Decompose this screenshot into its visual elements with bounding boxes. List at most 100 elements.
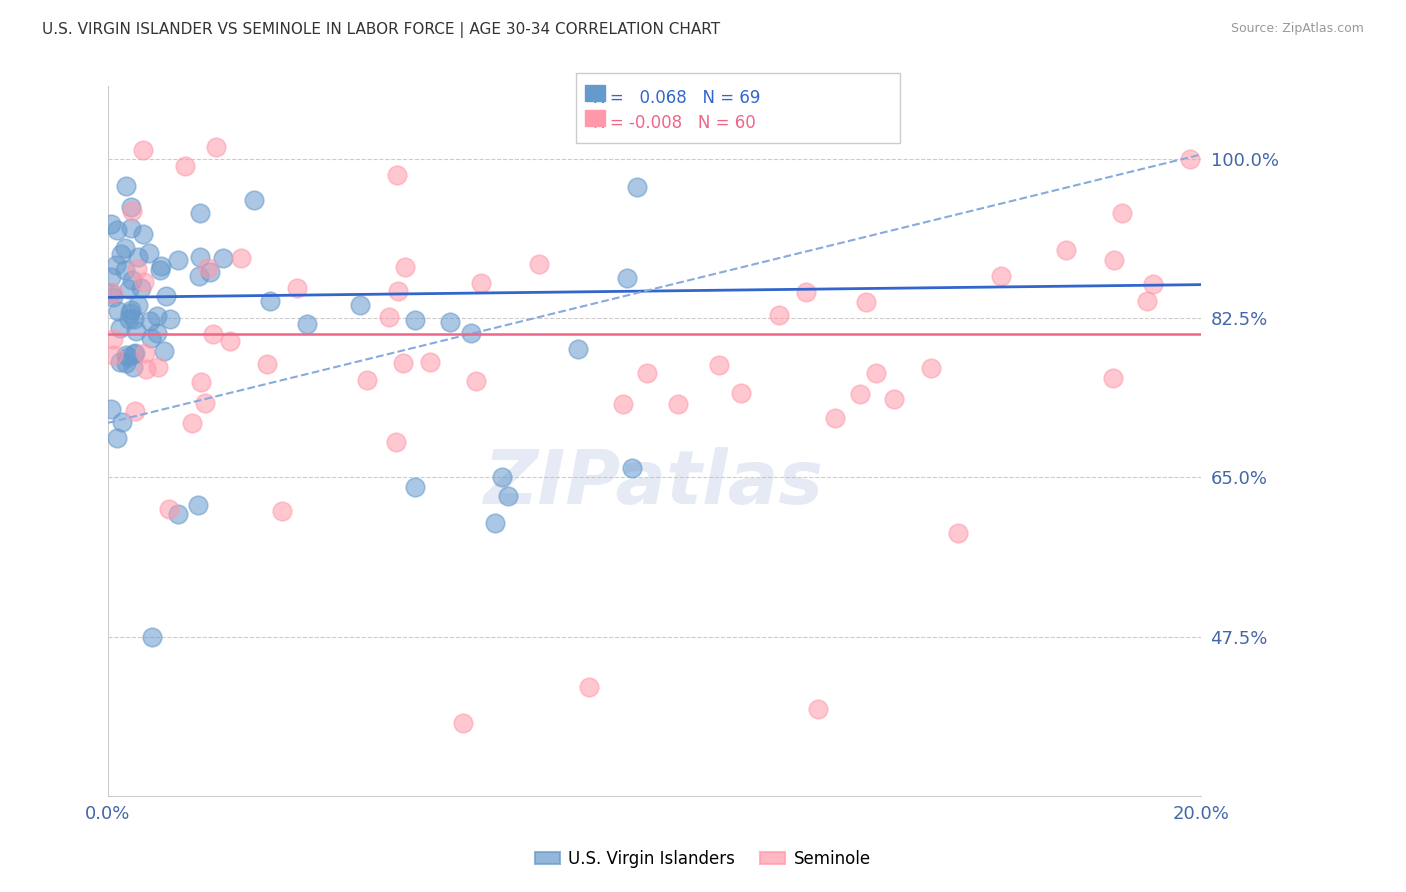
Point [394,260,416,275]
Point [219,334,242,348]
Point [295,318,318,332]
Point [135,361,157,376]
Point [111,415,134,429]
Point [188,205,211,219]
Point [149,263,172,277]
Point [666,397,689,411]
Point [134,345,156,359]
Point [768,308,790,322]
Point [439,315,461,329]
Point [117,351,139,365]
Point [197,261,219,276]
Point [120,200,142,214]
Point [120,305,142,319]
Point [567,342,589,356]
Point [129,280,152,294]
Point [849,386,872,401]
Point [100,402,122,417]
Point [1111,206,1133,220]
Point [153,344,176,359]
Point [132,227,155,241]
Point [121,359,143,374]
Point [484,516,506,530]
Point [616,271,638,285]
Point [385,434,408,449]
Point [188,250,211,264]
Point [529,257,551,271]
Point [404,479,426,493]
Point [451,716,474,731]
Point [824,411,846,425]
Point [103,290,125,304]
Point [259,293,281,308]
Point [385,168,408,182]
Point [104,258,127,272]
Point [166,253,188,268]
Point [132,144,155,158]
Point [271,503,294,517]
Text: Source: ZipAtlas.com: Source: ZipAtlas.com [1230,22,1364,36]
Point [120,221,142,235]
Text: U.S. VIRGIN ISLANDER VS SEMINOLE IN LABOR FORCE | AGE 30-34 CORRELATION CHART: U.S. VIRGIN ISLANDER VS SEMINOLE IN LABO… [42,22,720,38]
Point [190,375,212,389]
Point [114,241,136,255]
Point [167,507,190,521]
Point [855,295,877,310]
Point [125,324,148,338]
Point [285,281,308,295]
Point [138,246,160,260]
Point [134,276,156,290]
Point [920,360,942,375]
Point [201,326,224,341]
Point [243,193,266,207]
Point [621,461,644,475]
Point [404,313,426,327]
Point [419,355,441,369]
Point [1135,293,1157,308]
Point [103,332,125,346]
Point [990,268,1012,283]
Point [103,348,125,362]
Point [121,273,143,287]
Point [114,263,136,277]
Point [159,312,181,326]
Point [181,416,204,430]
Point [107,304,129,318]
Point [127,298,149,312]
Point [141,331,163,345]
Point [103,285,125,300]
Point [349,298,371,312]
Point [636,367,658,381]
Point [211,251,233,265]
Point [105,223,128,237]
Text: R = -0.008   N = 60: R = -0.008 N = 60 [593,114,756,132]
Point [118,312,141,326]
Point [105,431,128,445]
Point [356,373,378,387]
Point [200,265,222,279]
Point [865,366,887,380]
Point [1102,252,1125,267]
Text: R =   0.068   N = 69: R = 0.068 N = 69 [593,89,761,107]
Point [392,356,415,370]
Point [155,289,177,303]
Point [1142,277,1164,291]
Point [470,276,492,290]
Point [187,498,209,512]
Point [110,320,132,334]
Point [146,360,169,375]
Point [146,326,169,340]
Point [730,386,752,401]
Point [796,285,818,300]
Point [174,159,197,173]
Point [115,356,138,370]
Legend: U.S. Virgin Islanders, Seminole: U.S. Virgin Islanders, Seminole [529,844,877,875]
Point [127,250,149,264]
Point [114,348,136,362]
Point [145,310,167,324]
Point [124,404,146,418]
Point [464,374,486,388]
Point [100,286,122,301]
Point [709,358,731,372]
Point [110,247,132,261]
